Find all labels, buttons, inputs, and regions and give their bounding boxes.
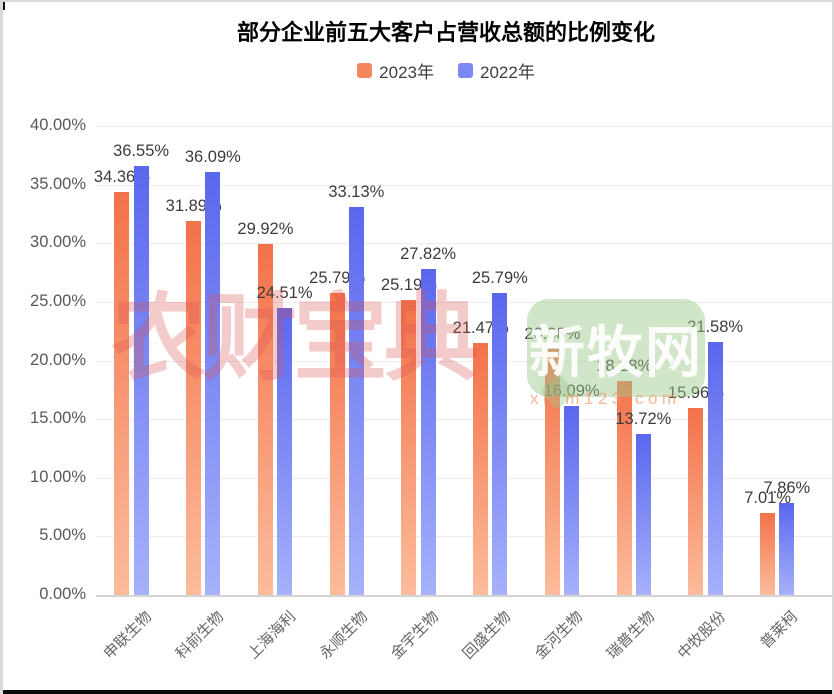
x-axis-tick-label: 中牧股份 [675, 608, 730, 663]
x-axis-tick-label: 普莱柯 [757, 608, 802, 652]
x-axis-tick-label: 金河生物 [531, 608, 587, 663]
bar-2022年-回盛生物 [492, 292, 508, 595]
gridline [96, 536, 832, 538]
y-axis-tick-label: 0.00% [39, 585, 86, 603]
legend-item-2023[interactable]: 2023年 [357, 58, 434, 83]
gridline [96, 419, 832, 421]
bar-value-label: 7.86% [763, 478, 811, 497]
bar-2022年-永顺生物 [348, 206, 364, 595]
y-axis-tick-label: 5.00% [39, 526, 86, 545]
bar-2023年-永顺生物 [329, 292, 345, 595]
legend-label-2022: 2022年 [480, 63, 535, 82]
y-axis-tick-label: 20.00% [30, 350, 86, 369]
gridline [96, 301, 832, 303]
legend-item-2022[interactable]: 2022年 [458, 58, 535, 83]
chart-title: 部分企业前五大客户占营收总额的比例变化 [236, 20, 655, 45]
bar-value-label: 21.58% [687, 317, 744, 336]
plot-area: 0.00% 5.00% 10.00% 15.00% 20.00% 25.00% 30.00%… [3, 2, 832, 694]
bar-2023年-申联生物 [114, 192, 130, 595]
x-axis-tick-label: 瑞普生物 [603, 608, 658, 663]
x-axis-tick-label: 申联生物 [101, 608, 156, 663]
legend: 2023年 2022年 [96, 58, 796, 83]
bar-2023年-瑞普生物 [616, 380, 632, 595]
bar-2023年-普莱柯 [760, 512, 776, 595]
y-axis-tick-label: 10.00% [30, 467, 86, 486]
bar-value-label: 33.13% [328, 182, 385, 201]
bar-value-label: 18.28% [596, 356, 653, 375]
bar-value-label: 16.09% [543, 382, 600, 401]
bar-2022年-上海海利 [277, 307, 293, 595]
bar-2023年-上海海利 [257, 244, 273, 595]
bar-2023年-中牧股份 [688, 407, 704, 595]
y-axis-tick-label: 25.00% [30, 291, 86, 310]
bar-value-label: 36.09% [184, 147, 241, 166]
bar-value-label: 36.55% [113, 142, 170, 161]
y-axis-tick-label: 40.00% [30, 116, 86, 134]
legend-label-2023: 2023年 [379, 63, 434, 82]
x-axis-tick-label: 上海海利 [244, 608, 300, 663]
bar-2023年-科前生物 [186, 221, 202, 595]
bar-value-label: 7.01% [744, 488, 792, 507]
legend-swatch-2023-icon [357, 63, 373, 78]
bar-value-label: 27.82% [400, 244, 457, 263]
gridline [96, 595, 832, 597]
bar-2022年-中牧股份 [707, 341, 723, 595]
legend-swatch-2022-icon [458, 63, 473, 78]
bar-value-label: 29.92% [237, 220, 294, 239]
gridline [96, 126, 832, 127]
bar-2022年-金河生物 [564, 406, 580, 595]
bottom-border [3, 690, 832, 694]
bar-value-label: 20.98% [524, 325, 581, 343]
bar-2022年-金宇生物 [420, 268, 436, 595]
bar-value-label: 25.79% [471, 268, 528, 287]
gridline [96, 360, 832, 362]
gridline [96, 184, 832, 186]
y-axis-tick-label: 30.00% [30, 233, 86, 252]
bar-2022年-普莱柯 [779, 502, 795, 595]
bar-2023年-回盛生物 [473, 343, 489, 595]
bar-value-label: 13.72% [615, 410, 672, 429]
x-axis-tick-label: 回盛生物 [459, 608, 515, 663]
x-axis-tick-label: 金宇生物 [388, 608, 443, 663]
x-axis-tick-label: 永顺生物 [316, 608, 371, 663]
corner-mark [3, 2, 5, 10]
bar-2023年-金河生物 [544, 349, 560, 595]
bar-2023年-金宇生物 [401, 299, 417, 595]
x-axis-tick-label: 科前生物 [172, 608, 228, 663]
bar-value-label: 24.51% [256, 283, 313, 302]
y-axis-tick-label: 35.00% [30, 174, 86, 193]
bar-2022年-瑞普生物 [635, 434, 651, 595]
bar-2022年-科前生物 [205, 171, 221, 595]
y-axis-tick-label: 15.00% [30, 409, 86, 428]
bar-2022年-申联生物 [133, 166, 149, 595]
gridline [96, 477, 832, 479]
gridline [96, 243, 832, 245]
